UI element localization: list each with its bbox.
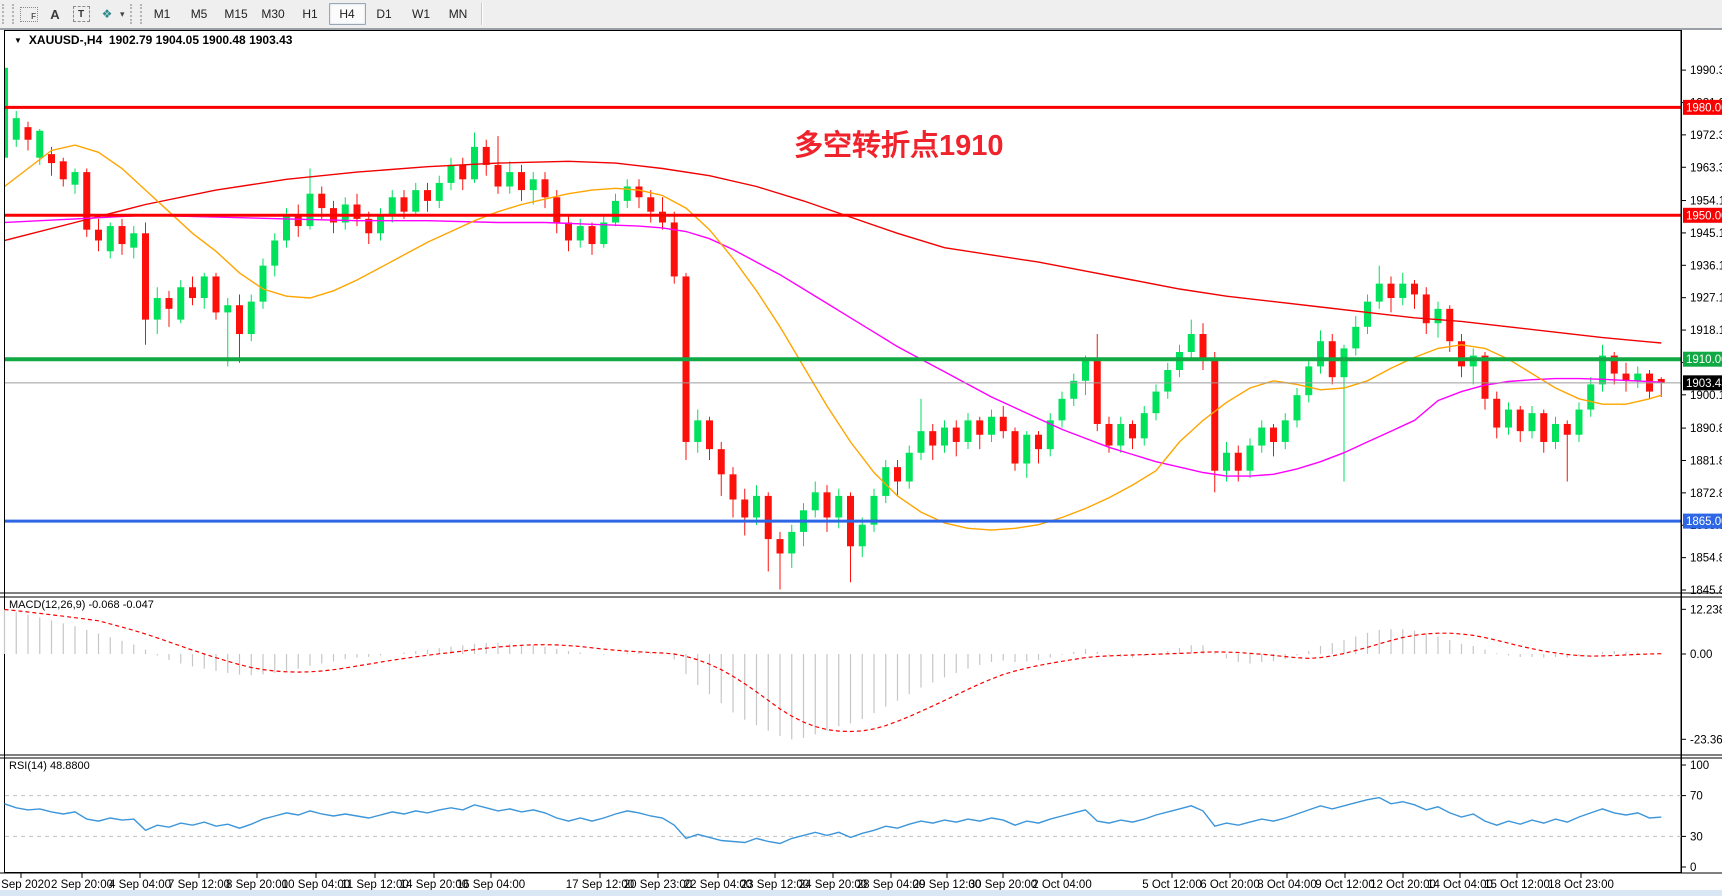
tf-button-MN[interactable]: MN (448, 7, 468, 21)
svg-text:1963.35: 1963.35 (1690, 162, 1722, 174)
svg-text:1865.00: 1865.00 (1686, 516, 1722, 528)
svg-text:28 Sep 04:00: 28 Sep 04:00 (857, 879, 925, 891)
svg-text:22 Sep 04:00: 22 Sep 04:00 (684, 879, 752, 891)
collapse-arrow-icon[interactable]: ▼ (14, 35, 22, 45)
tf-button-M30[interactable]: M30 (261, 7, 285, 21)
svg-text:12.238: 12.238 (1690, 604, 1722, 616)
macd-panel: 12.238 0.00 -23.369 (3, 604, 1722, 746)
rsi-line (4, 796, 1662, 845)
svg-text:1918.10: 1918.10 (1690, 325, 1722, 337)
svg-text:14 Sep 20:00: 14 Sep 20:00 (400, 879, 468, 891)
svg-text:1927.10: 1927.10 (1690, 293, 1722, 305)
macd-indicator-label: MACD(12,26,9) -0.068 -0.047 (9, 599, 154, 611)
macd-signal-line (4, 608, 1662, 733)
svg-text:1990.35: 1990.35 (1690, 65, 1722, 77)
annotation-text: 多空转折点1910 (794, 130, 1004, 162)
svg-text:4 Sep 04:00: 4 Sep 04:00 (109, 879, 171, 891)
ma-fast-orange (5, 144, 1662, 531)
svg-text:1936.10: 1936.10 (1690, 260, 1722, 272)
svg-text:2 Oct 04:00: 2 Oct 04:00 (1032, 879, 1091, 891)
panel-borders (0, 30, 1722, 874)
price-tag-1950.00: 1950.00 (1683, 207, 1722, 223)
toolbar: F A T ❖ ▾ M1 M5 M15 M30 H1 H4 D1 W1 MN (0, 0, 1722, 30)
moving-averages (5, 144, 1662, 531)
svg-text:1903.43: 1903.43 (1686, 378, 1722, 390)
svg-text:0.00: 0.00 (1690, 649, 1712, 661)
chevron-down-icon[interactable]: ▾ (120, 8, 125, 19)
price-tag-1910.00: 1910.00 (1683, 351, 1722, 367)
svg-text:1872.85: 1872.85 (1690, 488, 1722, 500)
tf-button-D1[interactable]: D1 (376, 7, 392, 21)
svg-text:1881.85: 1881.85 (1690, 455, 1722, 467)
text-box-icon[interactable]: T (69, 3, 93, 25)
ma-slow-red (5, 160, 1662, 344)
svg-text:30: 30 (1690, 831, 1703, 843)
tf-button-M5[interactable]: M5 (190, 7, 208, 21)
toolbar-drag-handle-2[interactable] (129, 4, 142, 24)
svg-text:10 Sep 04:00: 10 Sep 04:00 (282, 879, 350, 891)
svg-text:6 Oct 20:00: 6 Oct 20:00 (1200, 879, 1259, 891)
svg-text:7 Sep 12:00: 7 Sep 12:00 (168, 879, 230, 891)
colors-dropdown-icon[interactable]: ❖ (101, 7, 113, 21)
svg-text:9 Oct 12:00: 9 Oct 12:00 (1315, 879, 1374, 891)
svg-text:29 Sep 12:00: 29 Sep 12:00 (913, 879, 981, 891)
svg-text:1980.00: 1980.00 (1686, 102, 1722, 114)
toolbar-drag-handle[interactable] (2, 4, 14, 24)
svg-text:0: 0 (1690, 862, 1696, 874)
svg-text:1910.00: 1910.00 (1686, 354, 1722, 366)
svg-text:1845.85: 1845.85 (1690, 585, 1722, 597)
svg-text:5 Oct 12:00: 5 Oct 12:00 (1142, 879, 1201, 891)
symbol-ohlc-title: XAUUSD-,H4 1902.79 1904.05 1900.48 1903.… (28, 33, 293, 47)
svg-text:1945.10: 1945.10 (1690, 228, 1722, 240)
candlestick-series (5, 67, 1665, 590)
svg-text:100: 100 (1690, 760, 1709, 772)
price-tag-1980.00: 1980.00 (1683, 99, 1722, 115)
ma-mid-magenta (5, 214, 1662, 477)
chart-header: ▼ XAUUSD-,H4 1902.79 1904.05 1900.48 190… (14, 33, 292, 47)
svg-text:70: 70 (1690, 791, 1703, 803)
tf-button-W1[interactable]: W1 (412, 7, 431, 21)
svg-text:12 Oct 20:00: 12 Oct 20:00 (1370, 879, 1436, 891)
svg-text:18 Oct 23:00: 18 Oct 23:00 (1548, 879, 1614, 891)
svg-text:2 Sep 20:00: 2 Sep 20:00 (51, 879, 113, 891)
tf-button-M1[interactable]: M1 (153, 7, 171, 21)
rsi-panel: 100 70 30 0 (4, 760, 1709, 874)
tf-button-H1[interactable]: H1 (302, 7, 318, 21)
svg-text:23 Sep 12:00: 23 Sep 12:00 (741, 879, 809, 891)
svg-text:1854.85: 1854.85 (1690, 553, 1722, 565)
cursor-grid-icon[interactable]: F (17, 3, 41, 25)
timeframe-button-group: M1 M5 M15 M30 H1 H4 D1 W1 MN (144, 3, 477, 25)
svg-text:24 Sep 20:00: 24 Sep 20:00 (799, 879, 867, 891)
svg-text:1972.35: 1972.35 (1690, 130, 1722, 142)
chart-window[interactable] (4, 30, 1682, 873)
svg-text:1950.00: 1950.00 (1686, 210, 1722, 222)
window-bottom-strip (0, 890, 1722, 896)
svg-text:1954.10: 1954.10 (1690, 196, 1722, 208)
text-label-icon[interactable]: A (50, 6, 60, 22)
svg-text:16 Sep 04:00: 16 Sep 04:00 (457, 879, 525, 891)
svg-text:8 Sep 20:00: 8 Sep 20:00 (226, 879, 288, 891)
rsi-indicator-label: RSI(14) 48.8800 (9, 760, 90, 772)
svg-text:1 Sep 2020: 1 Sep 2020 (0, 879, 50, 891)
svg-text:14 Oct 04:00: 14 Oct 04:00 (1427, 879, 1493, 891)
svg-text:-23.369: -23.369 (1690, 734, 1722, 746)
horizontal-level-lines (5, 105, 1681, 523)
price-tag-1865.00: 1865.00 (1683, 513, 1722, 529)
svg-text:17 Sep 12:00: 17 Sep 12:00 (566, 879, 634, 891)
price-axis[interactable]: 1990.351981.351972.351963.351954.101945.… (1681, 65, 1722, 597)
svg-text:1900.10: 1900.10 (1690, 390, 1722, 402)
svg-text:11 Sep 12:00: 11 Sep 12:00 (341, 879, 409, 891)
toolbar-separator (480, 3, 483, 25)
price-tag-1903.43: 1903.43 (1683, 375, 1722, 391)
tf-button-M15[interactable]: M15 (224, 7, 248, 21)
svg-text:20 Sep 23:00: 20 Sep 23:00 (624, 879, 692, 891)
svg-text:1890.85: 1890.85 (1690, 423, 1722, 435)
tf-button-H4[interactable]: H4 (328, 3, 366, 25)
svg-text:15 Oct 12:00: 15 Oct 12:00 (1484, 879, 1550, 891)
svg-text:8 Oct 04:00: 8 Oct 04:00 (1257, 879, 1316, 891)
svg-text:30 Sep 20:00: 30 Sep 20:00 (969, 879, 1037, 891)
